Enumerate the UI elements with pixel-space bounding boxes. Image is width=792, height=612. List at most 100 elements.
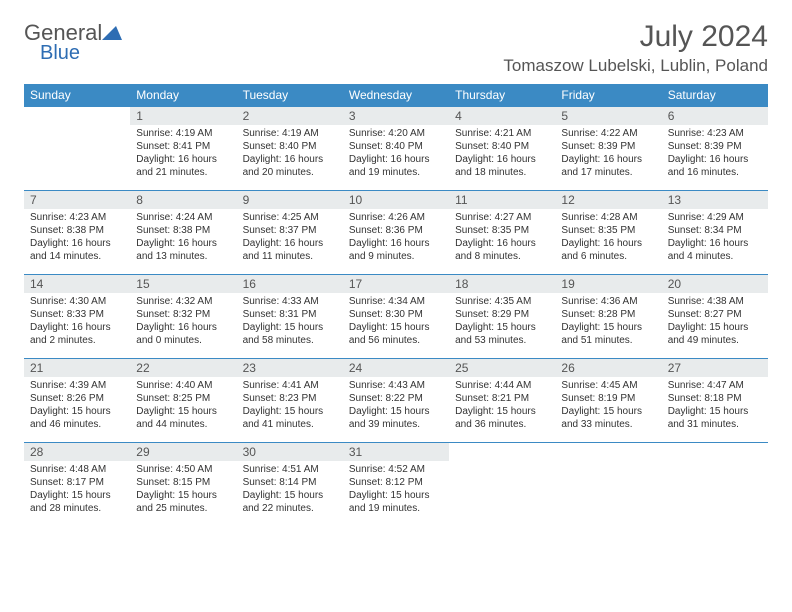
- day-cell: 22Sunrise: 4:40 AMSunset: 8:25 PMDayligh…: [130, 359, 236, 443]
- day-number: 24: [343, 359, 449, 377]
- day-number: 23: [237, 359, 343, 377]
- day-number: 4: [449, 107, 555, 125]
- location: Tomaszow Lubelski, Lublin, Poland: [503, 56, 768, 76]
- calendar-table: SundayMondayTuesdayWednesdayThursdayFrid…: [24, 84, 768, 527]
- day-cell: 18Sunrise: 4:35 AMSunset: 8:29 PMDayligh…: [449, 275, 555, 359]
- day-number: 31: [343, 443, 449, 461]
- header: General Blue July 2024 Tomaszow Lubelski…: [24, 20, 768, 76]
- day-cell: 26Sunrise: 4:45 AMSunset: 8:19 PMDayligh…: [555, 359, 661, 443]
- day-number: 15: [130, 275, 236, 293]
- day-info: Sunrise: 4:22 AMSunset: 8:39 PMDaylight:…: [555, 125, 661, 181]
- weekday-header: Saturday: [662, 84, 768, 107]
- day-number: 29: [130, 443, 236, 461]
- day-info: Sunrise: 4:35 AMSunset: 8:29 PMDaylight:…: [449, 293, 555, 349]
- day-info: Sunrise: 4:39 AMSunset: 8:26 PMDaylight:…: [24, 377, 130, 433]
- day-number: 2: [237, 107, 343, 125]
- day-cell: 20Sunrise: 4:38 AMSunset: 8:27 PMDayligh…: [662, 275, 768, 359]
- day-cell: 6Sunrise: 4:23 AMSunset: 8:39 PMDaylight…: [662, 107, 768, 191]
- day-info: Sunrise: 4:52 AMSunset: 8:12 PMDaylight:…: [343, 461, 449, 517]
- day-number: 10: [343, 191, 449, 209]
- day-number: 26: [555, 359, 661, 377]
- day-number: 13: [662, 191, 768, 209]
- day-cell: 30Sunrise: 4:51 AMSunset: 8:14 PMDayligh…: [237, 443, 343, 527]
- calendar-body: 1Sunrise: 4:19 AMSunset: 8:41 PMDaylight…: [24, 107, 768, 527]
- day-cell: 1Sunrise: 4:19 AMSunset: 8:41 PMDaylight…: [130, 107, 236, 191]
- day-cell: [24, 107, 130, 191]
- day-cell: 5Sunrise: 4:22 AMSunset: 8:39 PMDaylight…: [555, 107, 661, 191]
- day-cell: 31Sunrise: 4:52 AMSunset: 8:12 PMDayligh…: [343, 443, 449, 527]
- day-number: 6: [662, 107, 768, 125]
- day-cell: 17Sunrise: 4:34 AMSunset: 8:30 PMDayligh…: [343, 275, 449, 359]
- day-number: 27: [662, 359, 768, 377]
- week-row: 1Sunrise: 4:19 AMSunset: 8:41 PMDaylight…: [24, 107, 768, 191]
- day-number: 16: [237, 275, 343, 293]
- day-info: Sunrise: 4:21 AMSunset: 8:40 PMDaylight:…: [449, 125, 555, 181]
- day-number: 18: [449, 275, 555, 293]
- day-cell: 10Sunrise: 4:26 AMSunset: 8:36 PMDayligh…: [343, 191, 449, 275]
- day-info: Sunrise: 4:47 AMSunset: 8:18 PMDaylight:…: [662, 377, 768, 433]
- logo: General Blue: [24, 20, 122, 65]
- day-info: Sunrise: 4:41 AMSunset: 8:23 PMDaylight:…: [237, 377, 343, 433]
- weekday-header: Wednesday: [343, 84, 449, 107]
- day-cell: 9Sunrise: 4:25 AMSunset: 8:37 PMDaylight…: [237, 191, 343, 275]
- day-cell: 15Sunrise: 4:32 AMSunset: 8:32 PMDayligh…: [130, 275, 236, 359]
- day-cell: 3Sunrise: 4:20 AMSunset: 8:40 PMDaylight…: [343, 107, 449, 191]
- day-info: Sunrise: 4:19 AMSunset: 8:41 PMDaylight:…: [130, 125, 236, 181]
- day-cell: [555, 443, 661, 527]
- day-number: 8: [130, 191, 236, 209]
- day-info: Sunrise: 4:51 AMSunset: 8:14 PMDaylight:…: [237, 461, 343, 517]
- month-title: July 2024: [503, 20, 768, 54]
- day-number: 5: [555, 107, 661, 125]
- day-cell: 14Sunrise: 4:30 AMSunset: 8:33 PMDayligh…: [24, 275, 130, 359]
- day-cell: 4Sunrise: 4:21 AMSunset: 8:40 PMDaylight…: [449, 107, 555, 191]
- day-info: Sunrise: 4:32 AMSunset: 8:32 PMDaylight:…: [130, 293, 236, 349]
- day-info: Sunrise: 4:19 AMSunset: 8:40 PMDaylight:…: [237, 125, 343, 181]
- weekday-header: Monday: [130, 84, 236, 107]
- day-cell: [662, 443, 768, 527]
- week-row: 7Sunrise: 4:23 AMSunset: 8:38 PMDaylight…: [24, 191, 768, 275]
- day-number: 7: [24, 191, 130, 209]
- day-info: Sunrise: 4:23 AMSunset: 8:38 PMDaylight:…: [24, 209, 130, 265]
- day-cell: 7Sunrise: 4:23 AMSunset: 8:38 PMDaylight…: [24, 191, 130, 275]
- day-cell: 16Sunrise: 4:33 AMSunset: 8:31 PMDayligh…: [237, 275, 343, 359]
- day-number: 28: [24, 443, 130, 461]
- day-cell: [449, 443, 555, 527]
- day-info: Sunrise: 4:36 AMSunset: 8:28 PMDaylight:…: [555, 293, 661, 349]
- day-number: 22: [130, 359, 236, 377]
- day-cell: 2Sunrise: 4:19 AMSunset: 8:40 PMDaylight…: [237, 107, 343, 191]
- day-info: Sunrise: 4:30 AMSunset: 8:33 PMDaylight:…: [24, 293, 130, 349]
- weekday-header: Tuesday: [237, 84, 343, 107]
- day-number: 21: [24, 359, 130, 377]
- logo-triangle-icon: [102, 20, 122, 46]
- day-number: 12: [555, 191, 661, 209]
- weekday-header: Sunday: [24, 84, 130, 107]
- day-cell: 11Sunrise: 4:27 AMSunset: 8:35 PMDayligh…: [449, 191, 555, 275]
- day-number: 17: [343, 275, 449, 293]
- day-number: 1: [130, 107, 236, 125]
- day-info: Sunrise: 4:43 AMSunset: 8:22 PMDaylight:…: [343, 377, 449, 433]
- day-info: Sunrise: 4:34 AMSunset: 8:30 PMDaylight:…: [343, 293, 449, 349]
- day-info: Sunrise: 4:27 AMSunset: 8:35 PMDaylight:…: [449, 209, 555, 265]
- day-cell: 13Sunrise: 4:29 AMSunset: 8:34 PMDayligh…: [662, 191, 768, 275]
- day-info: Sunrise: 4:24 AMSunset: 8:38 PMDaylight:…: [130, 209, 236, 265]
- day-info: Sunrise: 4:20 AMSunset: 8:40 PMDaylight:…: [343, 125, 449, 181]
- day-number: 20: [662, 275, 768, 293]
- weekday-header: Thursday: [449, 84, 555, 107]
- day-cell: 23Sunrise: 4:41 AMSunset: 8:23 PMDayligh…: [237, 359, 343, 443]
- day-cell: 21Sunrise: 4:39 AMSunset: 8:26 PMDayligh…: [24, 359, 130, 443]
- week-row: 28Sunrise: 4:48 AMSunset: 8:17 PMDayligh…: [24, 443, 768, 527]
- day-number: 9: [237, 191, 343, 209]
- day-number: 30: [237, 443, 343, 461]
- week-row: 14Sunrise: 4:30 AMSunset: 8:33 PMDayligh…: [24, 275, 768, 359]
- day-cell: 29Sunrise: 4:50 AMSunset: 8:15 PMDayligh…: [130, 443, 236, 527]
- day-number: 14: [24, 275, 130, 293]
- day-cell: 24Sunrise: 4:43 AMSunset: 8:22 PMDayligh…: [343, 359, 449, 443]
- day-number: 11: [449, 191, 555, 209]
- day-info: Sunrise: 4:45 AMSunset: 8:19 PMDaylight:…: [555, 377, 661, 433]
- day-cell: 27Sunrise: 4:47 AMSunset: 8:18 PMDayligh…: [662, 359, 768, 443]
- day-info: Sunrise: 4:48 AMSunset: 8:17 PMDaylight:…: [24, 461, 130, 517]
- day-info: Sunrise: 4:26 AMSunset: 8:36 PMDaylight:…: [343, 209, 449, 265]
- weekday-header: Friday: [555, 84, 661, 107]
- week-row: 21Sunrise: 4:39 AMSunset: 8:26 PMDayligh…: [24, 359, 768, 443]
- day-cell: 12Sunrise: 4:28 AMSunset: 8:35 PMDayligh…: [555, 191, 661, 275]
